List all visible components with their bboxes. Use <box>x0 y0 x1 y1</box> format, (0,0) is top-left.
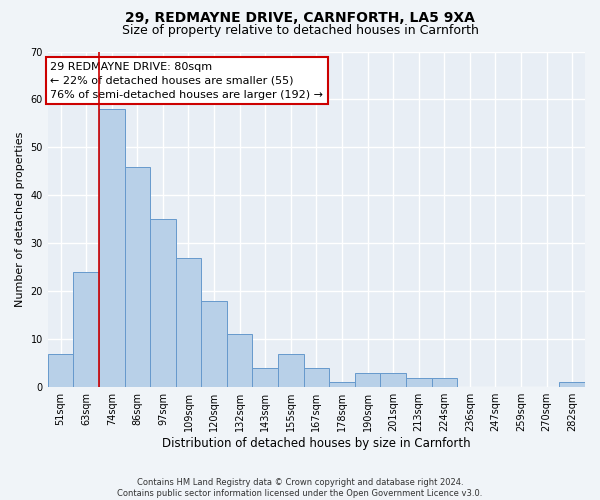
X-axis label: Distribution of detached houses by size in Carnforth: Distribution of detached houses by size … <box>162 437 471 450</box>
Bar <box>48 354 73 387</box>
Bar <box>227 334 253 387</box>
Bar <box>380 373 406 387</box>
Bar <box>125 166 150 387</box>
Bar <box>355 373 380 387</box>
Text: 29, REDMAYNE DRIVE, CARNFORTH, LA5 9XA: 29, REDMAYNE DRIVE, CARNFORTH, LA5 9XA <box>125 11 475 25</box>
Bar <box>150 220 176 387</box>
Bar <box>201 301 227 387</box>
Bar <box>406 378 431 387</box>
Bar <box>278 354 304 387</box>
Bar <box>73 272 99 387</box>
Bar <box>304 368 329 387</box>
Y-axis label: Number of detached properties: Number of detached properties <box>15 132 25 307</box>
Text: Size of property relative to detached houses in Carnforth: Size of property relative to detached ho… <box>122 24 478 37</box>
Bar <box>329 382 355 387</box>
Text: Contains HM Land Registry data © Crown copyright and database right 2024.
Contai: Contains HM Land Registry data © Crown c… <box>118 478 482 498</box>
Bar <box>559 382 585 387</box>
Bar <box>99 109 125 387</box>
Bar <box>253 368 278 387</box>
Bar <box>176 258 201 387</box>
Bar <box>431 378 457 387</box>
Text: 29 REDMAYNE DRIVE: 80sqm
← 22% of detached houses are smaller (55)
76% of semi-d: 29 REDMAYNE DRIVE: 80sqm ← 22% of detach… <box>50 62 323 100</box>
